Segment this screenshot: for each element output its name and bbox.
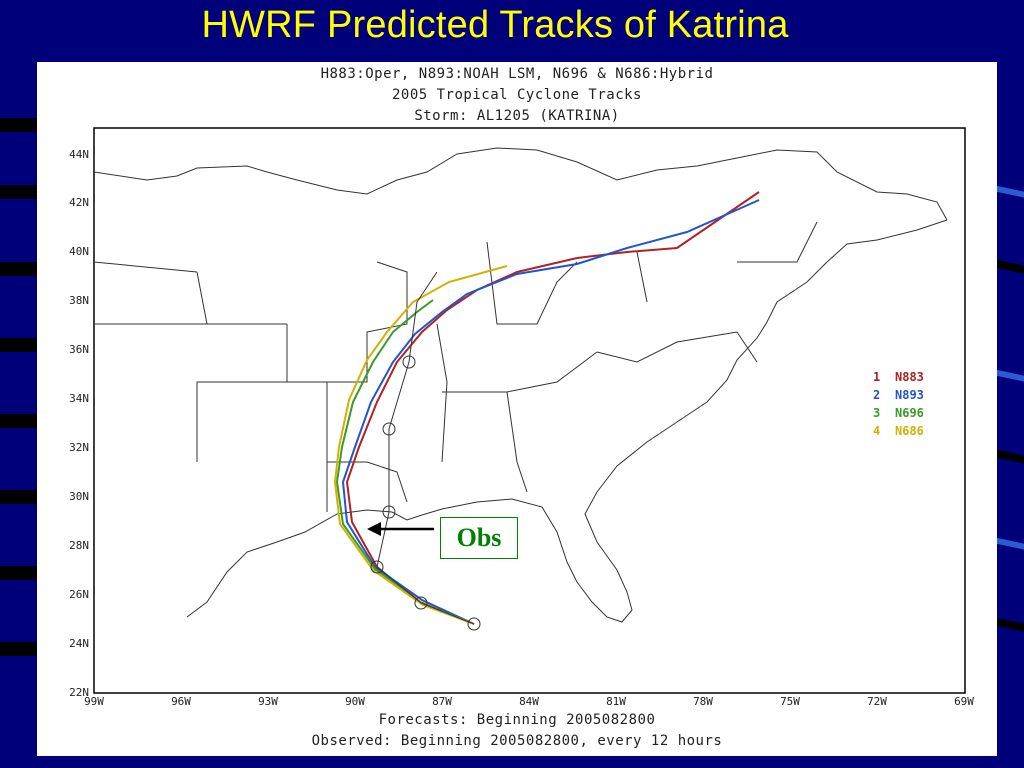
observed-track [370, 271, 481, 631]
lon-label: 90W [345, 695, 365, 708]
legend-number: 2 [873, 388, 881, 402]
forecast-tracks [333, 191, 760, 625]
lon-label: 96W [171, 695, 191, 708]
map-header-line: 2005 Tropical Cyclone Tracks [391, 87, 642, 103]
slide-title: HWRF Predicted Tracks of Katrina [201, 4, 789, 46]
forecast-track-line [341, 199, 760, 625]
lon-label: 93W [258, 695, 278, 708]
legend-label: N686 [895, 424, 924, 438]
lon-label: 69W [954, 695, 974, 708]
legend-number: 3 [873, 406, 881, 420]
legend-number: 1 [873, 370, 881, 384]
legend-item: 2 N893 [873, 388, 924, 406]
observed-position-marker [402, 355, 416, 369]
lat-label: 38N [69, 294, 89, 307]
observed-position-marker [414, 596, 428, 610]
lat-label: 34N [69, 392, 89, 405]
track-legend: 1 N883 2 N893 3 N696 4 N686 [873, 370, 924, 442]
background-stripe [0, 118, 37, 132]
background-stripe [0, 490, 37, 504]
legend-label: N696 [895, 406, 924, 420]
observed-position-marker [370, 560, 384, 574]
coastline [93, 147, 948, 623]
legend-label: N893 [895, 388, 924, 402]
obs-arrowhead [367, 522, 381, 536]
map-header-line: Storm: AL1205 (KATRINA) [414, 108, 620, 124]
background-stripe [0, 338, 37, 352]
lon-label: 87W [432, 695, 452, 708]
map-footer-line: Forecasts: Beginning 2005082800 [378, 712, 656, 728]
lat-label: 24N [69, 637, 89, 650]
background-stripe [0, 262, 37, 276]
lat-label: 36N [69, 343, 89, 356]
forecast-track-line [335, 299, 475, 625]
lat-label: 32N [69, 441, 89, 454]
lon-label: 99W [84, 695, 104, 708]
obs-label-box: Obs [440, 517, 518, 559]
background-stripe [0, 185, 37, 199]
legend-label: N883 [895, 370, 924, 384]
observed-position-marker [382, 422, 396, 436]
map-footer-line: Observed: Beginning 2005082800, every 12… [311, 733, 723, 749]
lat-label: 40N [69, 245, 89, 258]
lat-label: 28N [69, 539, 89, 552]
map-frame [93, 127, 966, 694]
observed-position-marker [382, 505, 396, 519]
lat-label: 30N [69, 490, 89, 503]
lat-label: 22N [69, 686, 89, 699]
lat-label: 26N [69, 588, 89, 601]
legend-item: 3 N696 [873, 406, 924, 424]
legend-item: 1 N883 [873, 370, 924, 388]
lat-label: 44N [69, 148, 89, 161]
map-header-line: H883:Oper, N893:NOAH LSM, N696 & N686:Hy… [320, 66, 714, 82]
legend-number: 4 [873, 424, 881, 438]
lat-label: 42N [69, 196, 89, 209]
lon-label: 78W [693, 695, 713, 708]
observed-position-marker [467, 617, 481, 631]
background-stripe [0, 642, 37, 656]
lon-label: 75W [780, 695, 800, 708]
lon-label: 72W [867, 695, 887, 708]
background-stripe [0, 414, 37, 428]
background-stripe [0, 566, 37, 580]
lon-label: 81W [606, 695, 626, 708]
map-panel: H883:Oper, N893:NOAH LSM, N696 & N686:Hy… [37, 62, 997, 756]
lon-label: 84W [519, 695, 539, 708]
track-map [93, 127, 966, 694]
observed-track-line [376, 271, 475, 625]
legend-item: 4 N686 [873, 424, 924, 442]
